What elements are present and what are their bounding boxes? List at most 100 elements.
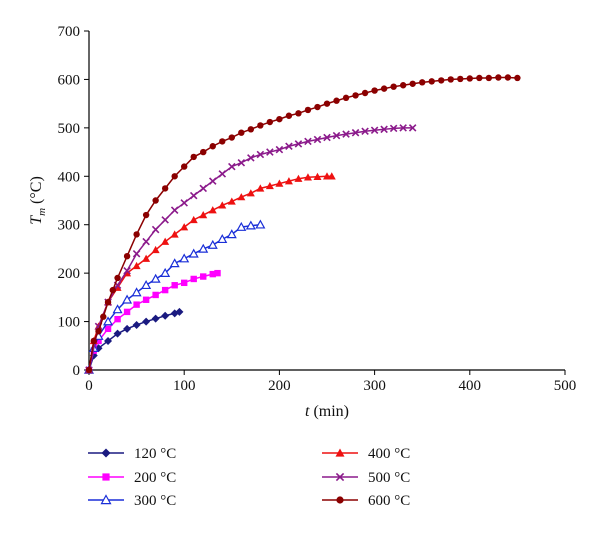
- data-point: [123, 308, 131, 316]
- data-point: [275, 145, 284, 154]
- data-point: [246, 189, 255, 197]
- data-point: [161, 286, 169, 294]
- marker-stroke: [266, 148, 274, 156]
- series-line: [88, 127, 413, 371]
- marker-stroke: [228, 162, 236, 171]
- data-point: [257, 122, 264, 129]
- marker-stroke: [180, 199, 188, 207]
- data-point: [132, 261, 141, 270]
- marker-stroke: [123, 266, 131, 275]
- marker-stroke: [342, 130, 350, 138]
- data-point: [90, 337, 97, 345]
- marker-stroke: [313, 135, 322, 144]
- legend-marker: [335, 472, 345, 482]
- data-point: [104, 336, 113, 345]
- data-point: [226, 229, 237, 239]
- data-point: [218, 170, 227, 178]
- data-point: [198, 243, 209, 253]
- data-point: [275, 179, 284, 187]
- data-point: [342, 130, 350, 138]
- data-point: [485, 74, 493, 82]
- data-point: [399, 82, 407, 89]
- y-tick-label: 400: [58, 169, 81, 185]
- data-point: [189, 191, 198, 200]
- data-point: [327, 172, 336, 180]
- data-point: [132, 320, 141, 329]
- marker-stroke: [304, 137, 312, 146]
- legend-marker: [102, 473, 110, 481]
- x-axis-title: t (min): [305, 403, 349, 420]
- data-point: [180, 223, 189, 231]
- marker-stroke: [294, 140, 303, 148]
- data-point: [179, 253, 190, 263]
- series-line: [88, 76, 518, 371]
- data-point: [181, 163, 188, 170]
- data-point: [380, 125, 388, 134]
- data-point: [208, 177, 217, 185]
- series-layer: [83, 74, 521, 374]
- y-tick-label: 700: [58, 24, 81, 40]
- data-point: [209, 270, 216, 278]
- data-point: [476, 74, 483, 82]
- marker-stroke: [389, 124, 398, 133]
- series-line: [88, 175, 332, 371]
- data-point: [228, 134, 235, 141]
- data-point: [151, 225, 160, 234]
- data-point: [200, 273, 207, 280]
- marker-stroke: [170, 206, 179, 214]
- legend: 120 °C 200 °C 300 °C 400 °C 500 °C 600 °C: [88, 446, 410, 509]
- data-point: [504, 74, 512, 81]
- data-point: [170, 206, 179, 214]
- marker-stroke: [275, 145, 284, 154]
- data-point: [95, 337, 102, 345]
- data-point: [190, 153, 197, 161]
- legend-label: 600 °C: [368, 493, 410, 509]
- data-point: [323, 100, 331, 107]
- legend-item-5: 600 °C: [322, 493, 410, 509]
- data-point: [209, 143, 216, 150]
- y-axis-title: Tm (°C): [28, 176, 48, 225]
- data-point: [294, 174, 303, 182]
- data-point: [151, 245, 160, 254]
- data-point: [304, 106, 312, 114]
- data-point: [256, 150, 265, 159]
- x-tick-label: 0: [85, 378, 93, 394]
- data-point: [265, 181, 274, 190]
- data-point: [285, 112, 293, 119]
- marker-stroke: [323, 133, 331, 142]
- data-point: [161, 311, 170, 320]
- data-point: [161, 216, 169, 224]
- data-point: [284, 177, 293, 185]
- data-point: [104, 325, 112, 333]
- data-point: [332, 131, 341, 140]
- data-point: [150, 273, 161, 283]
- legend-marker: [336, 496, 344, 504]
- x-tick-label: 400: [459, 378, 482, 394]
- data-point: [190, 275, 197, 283]
- data-point: [237, 193, 246, 201]
- data-point: [380, 85, 388, 92]
- data-point: [142, 254, 151, 262]
- marker-stroke: [380, 125, 388, 134]
- x-tick-label: 500: [554, 378, 577, 394]
- data-point: [247, 126, 255, 133]
- marker-stroke: [199, 184, 208, 193]
- data-point: [361, 89, 369, 97]
- data-point: [457, 75, 464, 83]
- data-point: [171, 173, 178, 180]
- data-point: [219, 138, 226, 145]
- data-point: [100, 313, 107, 320]
- marker-stroke: [237, 158, 246, 167]
- data-point: [276, 115, 283, 123]
- data-point: [181, 279, 188, 287]
- data-point: [352, 92, 359, 99]
- data-point: [161, 185, 169, 192]
- data-point: [103, 316, 114, 326]
- y-tick-label: 600: [58, 72, 81, 88]
- data-point: [351, 128, 360, 137]
- data-point: [247, 154, 255, 162]
- legend-label: 400 °C: [368, 446, 410, 462]
- data-point: [361, 127, 369, 136]
- marker-stroke: [113, 281, 122, 290]
